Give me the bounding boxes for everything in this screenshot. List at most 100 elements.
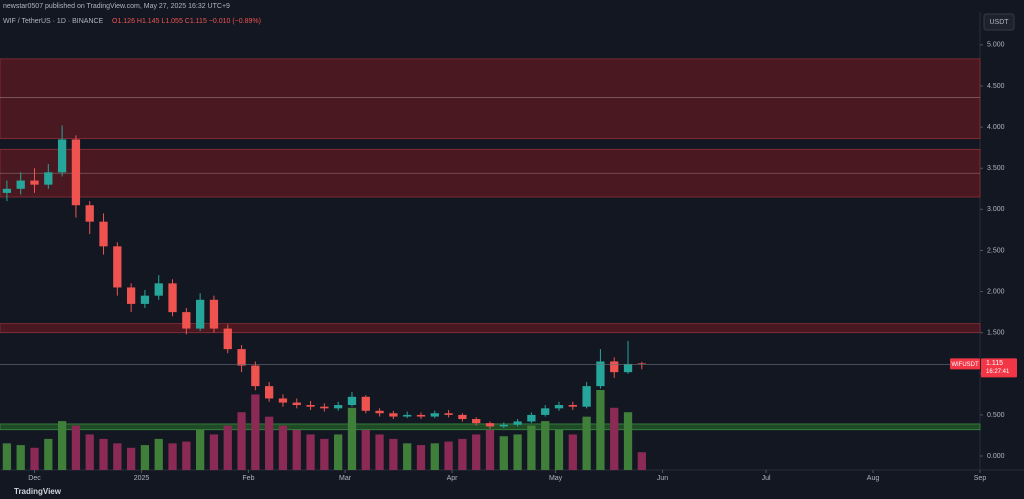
candle-body [347, 396, 357, 406]
price-box [981, 358, 1017, 378]
candle-body [403, 414, 412, 417]
candle-body [99, 221, 108, 247]
candle-body [568, 405, 577, 407]
currency[interactable]: USDT [989, 19, 1009, 26]
x-tick-label: Dec [28, 475, 41, 482]
candle-body [554, 405, 564, 409]
candle-body [251, 365, 260, 387]
candle-body [320, 406, 329, 409]
volume-bar [416, 445, 426, 470]
candle-body [375, 410, 384, 414]
volume-bar [265, 416, 274, 470]
price-label: 1.115 [986, 360, 1003, 367]
candle-body [458, 414, 467, 420]
candle-body [596, 361, 605, 387]
y-tick-label: 2.000 [987, 288, 1005, 295]
volume-bar [278, 425, 288, 470]
candle-body [430, 413, 439, 417]
volume-bar [251, 394, 260, 470]
volume-bar [196, 430, 205, 470]
candle-body [85, 205, 94, 222]
volume-bar [637, 452, 646, 470]
candle-body [485, 423, 495, 427]
volume-bar [430, 443, 439, 470]
candle-body [637, 363, 646, 365]
candle-body [389, 413, 398, 417]
candle-body [209, 299, 219, 329]
volume-bar [2, 443, 12, 470]
candle-body [361, 396, 370, 411]
x-tick-label: Jun [657, 475, 668, 482]
candle-body [30, 180, 39, 185]
y-tick-label: 3.000 [987, 206, 1005, 213]
y-tick-label: 4.500 [987, 83, 1005, 90]
volume-bar [389, 438, 398, 470]
brand: TradingView [14, 487, 62, 496]
y-tick-label: 1.500 [987, 330, 1005, 337]
volume-bar [499, 436, 508, 470]
volume-bar [610, 407, 619, 470]
volume-bar [306, 434, 315, 470]
volume-bar [209, 434, 219, 470]
candle-body [513, 421, 522, 425]
volume-bar [223, 425, 232, 470]
x-tick-label: Aug [867, 475, 880, 482]
y-tick-label: 4.000 [987, 124, 1005, 131]
candle-body [265, 386, 274, 399]
y-tick-label: 0.000 [987, 453, 1005, 460]
volume-bar [444, 441, 453, 470]
volume-bar [237, 412, 246, 470]
volume-bar [16, 445, 25, 470]
candle-body [2, 188, 12, 193]
volume-bar [485, 430, 495, 470]
candle-body [182, 312, 191, 329]
x-tick-label: Feb [242, 475, 254, 482]
candle-body [582, 386, 591, 407]
y-tick-label: 0.500 [987, 412, 1005, 419]
volume-bar [527, 425, 536, 470]
volume-bar [71, 425, 81, 470]
candle-body [416, 414, 426, 417]
volume-bar [375, 434, 384, 470]
candle-body [444, 413, 453, 415]
volume-bar [57, 421, 67, 470]
candle-body [126, 287, 136, 304]
volume-bar [292, 430, 301, 470]
volume-bar [623, 412, 633, 470]
volume-bar [320, 438, 329, 470]
candle-body [44, 172, 53, 185]
candle-body [154, 283, 163, 296]
volume-bar [596, 390, 605, 470]
y-tick-label: 5.000 [987, 42, 1005, 49]
candle-body [499, 424, 508, 427]
candle-body [610, 361, 619, 373]
volume-bar [30, 447, 39, 470]
candle-body [472, 419, 481, 424]
currency-box[interactable] [983, 13, 1015, 31]
symbol: WIF / TetherUS · 1D · BINANCE [3, 18, 104, 25]
candle-body [168, 283, 177, 313]
candle-body [57, 139, 67, 173]
quote: O1.126 H1.145 L1.055 C1.115 −0.010 (−0.8… [112, 18, 261, 25]
y-tick-label: 3.500 [987, 165, 1005, 172]
publisher: newstar0507 published on TradingView.com… [3, 3, 230, 10]
volume-bar [472, 434, 481, 470]
volume-bar [403, 443, 412, 470]
volume-bar [140, 445, 150, 470]
y-tick-label: 2.500 [987, 247, 1005, 254]
volume-bar [85, 434, 94, 470]
volume-bar [513, 434, 522, 470]
x-tick-label: May [549, 475, 563, 482]
candle-body [140, 295, 150, 304]
x-tick-label: 2025 [134, 475, 150, 482]
zone [0, 323, 981, 334]
volume-bar [541, 421, 550, 470]
volume-bar [154, 438, 163, 470]
volume-bar [99, 438, 108, 470]
candle-body [223, 328, 232, 350]
volume-bar [582, 416, 591, 470]
candle-body [306, 405, 315, 407]
volume-bar [347, 407, 357, 470]
candle-body [278, 398, 288, 403]
